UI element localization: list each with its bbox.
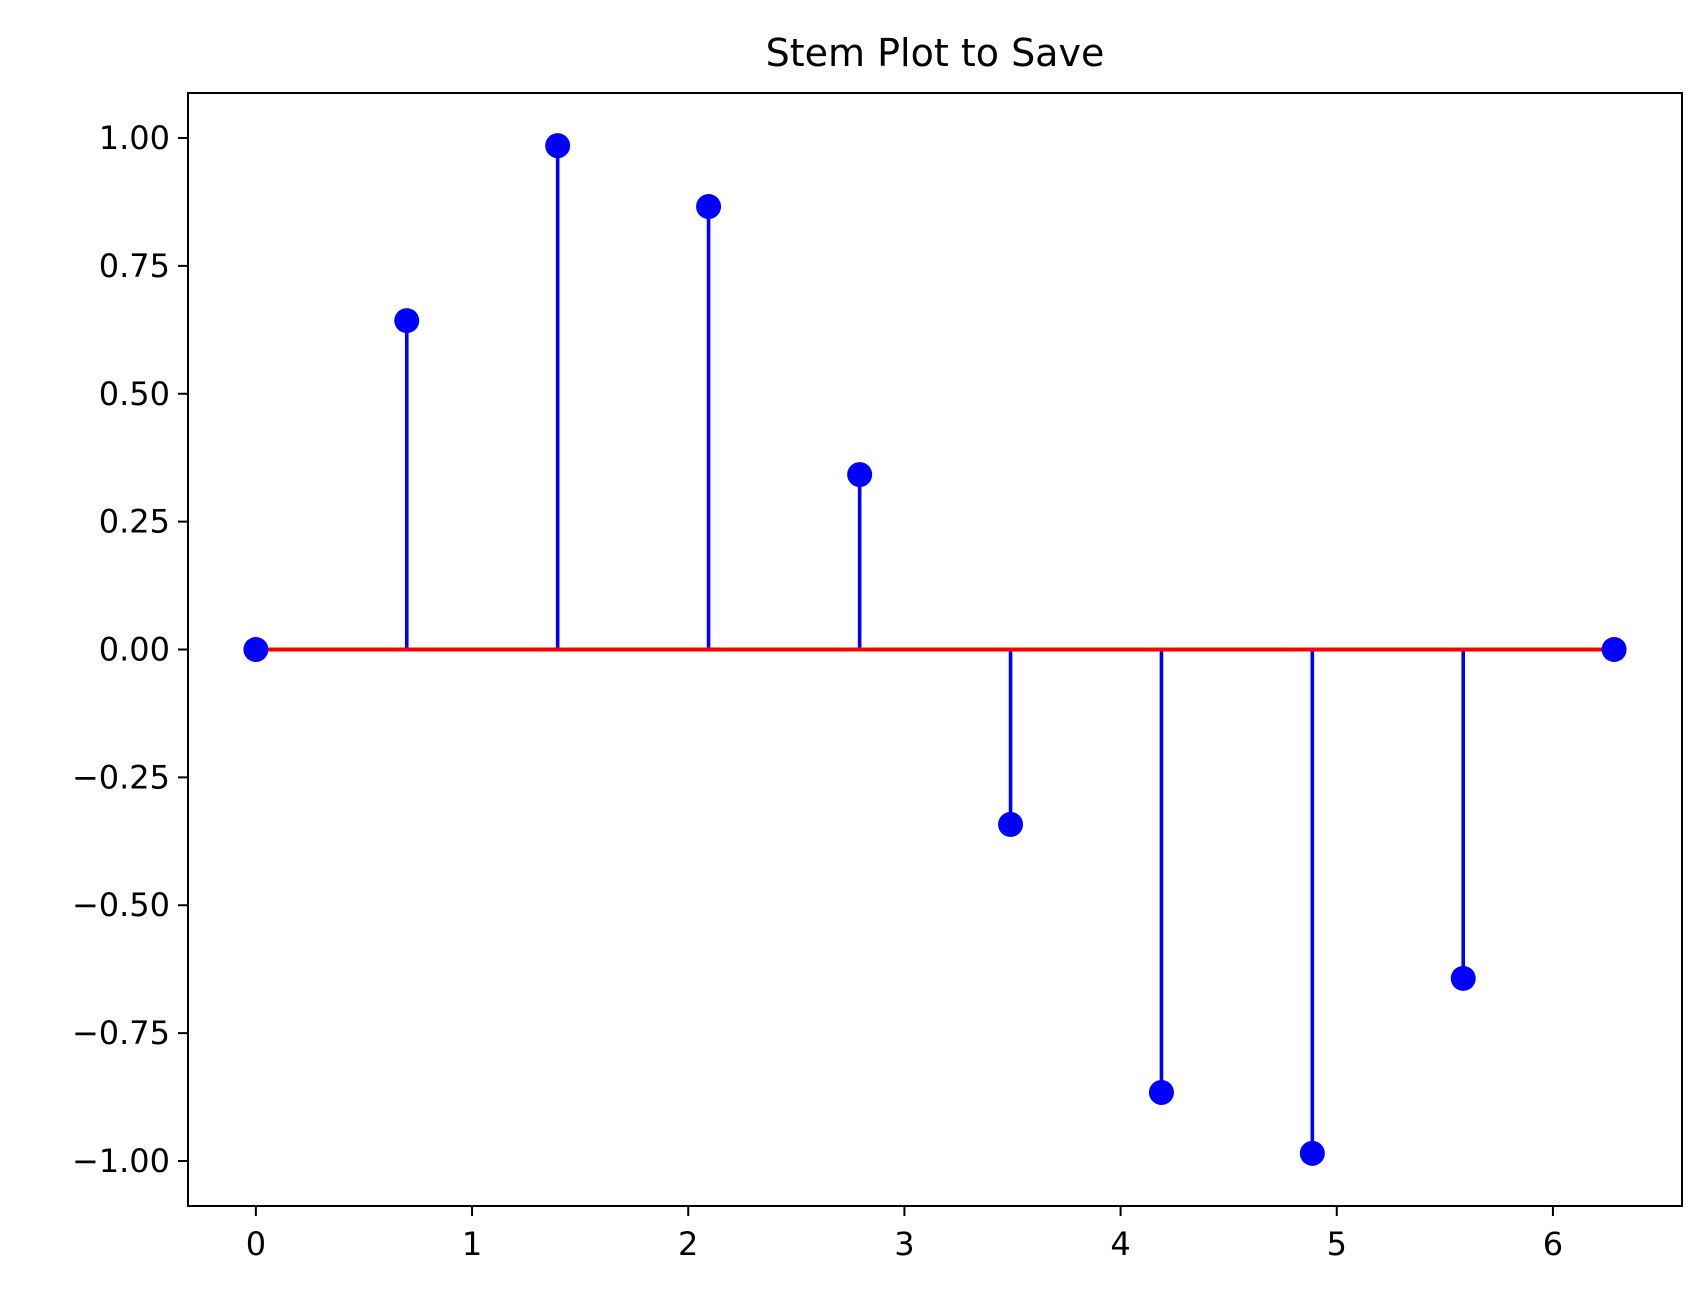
x-tick-label: 1 (462, 1225, 482, 1263)
stem-marker (243, 637, 269, 662)
stem-marker (696, 194, 722, 220)
stem-marker (1450, 965, 1476, 991)
x-tick-label: 5 (1327, 1225, 1347, 1263)
x-tick-label: 4 (1110, 1225, 1130, 1263)
y-tick-label: 0.50 (99, 375, 170, 413)
stem-marker (545, 133, 571, 159)
x-tick-label: 0 (246, 1225, 266, 1263)
plot-area (243, 133, 1627, 1166)
y-tick-label: −0.25 (72, 758, 170, 796)
stem-marker (1299, 1140, 1325, 1166)
chart-title: Stem Plot to Save (766, 31, 1105, 75)
y-tick-label: −0.50 (72, 886, 170, 924)
stem-marker (1148, 1079, 1174, 1105)
stem-marker (847, 462, 873, 488)
axes: 0 1 2 3 4 5 6 1.00 0.75 0.50 0.25 0.00 −0.25 −0.50 −0.… (72, 92, 1683, 1263)
y-tick-label: −0.75 (72, 1014, 170, 1052)
stem-marker (1601, 637, 1627, 662)
x-tick-label: 3 (894, 1225, 914, 1263)
stem-marker (998, 811, 1024, 837)
y-tick-label: 1.00 (99, 119, 170, 157)
y-tick-label: 0.00 (99, 631, 170, 669)
x-tick-label: 2 (678, 1225, 698, 1263)
y-tick-label: −1.00 (72, 1142, 170, 1180)
stem-marker (394, 308, 420, 334)
y-tick-label: 0.25 (99, 503, 170, 541)
y-tick-label: 0.75 (99, 247, 170, 285)
x-tick-label: 6 (1543, 1225, 1563, 1263)
